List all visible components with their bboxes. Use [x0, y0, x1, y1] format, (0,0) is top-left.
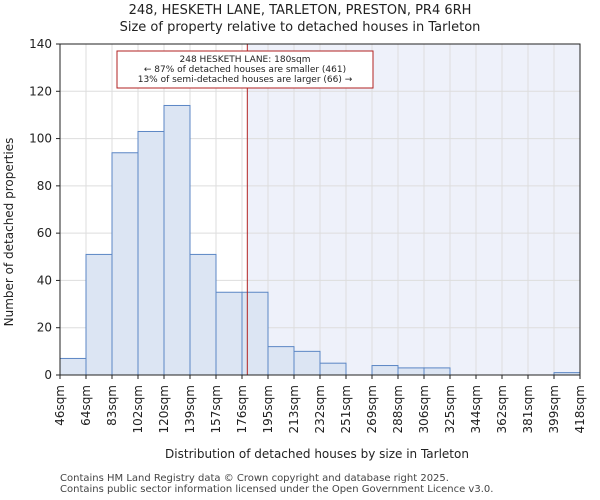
x-tick-label: 306sqm — [417, 385, 431, 433]
x-tick-label: 213sqm — [287, 385, 301, 433]
x-tick-label: 344sqm — [469, 385, 483, 433]
y-tick-label: 40 — [37, 273, 52, 287]
bar-64sqm — [85, 253, 113, 376]
annotation-line1: 248 HESKETH LANE: 180sqm — [180, 55, 311, 65]
y-tick-label: 120 — [29, 84, 52, 98]
x-tick-label: 269sqm — [365, 385, 379, 433]
bar-139sqm — [189, 253, 217, 376]
chart-subtitle: Size of property relative to detached ho… — [120, 20, 481, 35]
bar-157sqm — [215, 291, 243, 376]
footer-line1: Contains HM Land Registry data © Crown c… — [60, 473, 449, 484]
x-tick-label: 195sqm — [261, 385, 275, 433]
annotation-line2: ← 87% of detached houses are smaller (46… — [144, 65, 346, 75]
x-tick-label: 64sqm — [79, 385, 93, 426]
x-tick-label: 399sqm — [547, 385, 561, 433]
x-tick-label: 418sqm — [573, 385, 587, 433]
y-tick-labels: 0 20 40 60 80 100 120 140 — [29, 37, 60, 382]
y-tick-label: 80 — [37, 179, 52, 193]
bars — [59, 104, 581, 376]
y-tick-label: 0 — [44, 368, 52, 382]
bar-269sqm — [371, 365, 399, 376]
bar-195sqm — [267, 346, 295, 376]
y-axis-label: Number of detached properties — [2, 138, 16, 327]
bar-306sqm — [423, 367, 451, 376]
x-tick-label: 83sqm — [105, 385, 119, 426]
x-tick-label: 102sqm — [131, 385, 145, 433]
bar-83sqm — [111, 152, 139, 376]
x-axis-label: Distribution of detached houses by size … — [165, 447, 469, 461]
chart: 0 20 40 60 80 100 120 140 46sqm 64sqm 83sqm 102sqm… — [2, 3, 587, 461]
x-tick-label: 362sqm — [495, 385, 509, 433]
y-tick-label: 100 — [29, 132, 52, 146]
y-tick-label: 20 — [37, 321, 52, 335]
x-tick-label: 325sqm — [443, 385, 457, 433]
x-tick-label: 288sqm — [391, 385, 405, 433]
x-tick-label: 139sqm — [183, 385, 197, 433]
x-tick-label: 251sqm — [339, 385, 353, 433]
x-tick-labels: 46sqm 64sqm 83sqm 102sqm 120sqm 139sqm 157sqm 1… — [53, 375, 587, 433]
x-tick-label: 381sqm — [521, 385, 535, 433]
y-tick-label: 140 — [29, 37, 52, 51]
bar-288sqm — [397, 367, 425, 376]
chart-title: 248, HESKETH LANE, TARLETON, PRESTON, PR… — [129, 3, 472, 18]
x-tick-label: 176sqm — [235, 385, 249, 433]
bar-102sqm — [137, 130, 165, 376]
y-tick-label: 60 — [37, 226, 52, 240]
footer-line2: Contains public sector information licen… — [60, 484, 494, 495]
x-tick-label: 232sqm — [313, 385, 327, 433]
bar-120sqm — [163, 104, 191, 376]
bar-213sqm — [293, 350, 321, 376]
x-tick-label: 120sqm — [157, 385, 171, 433]
x-tick-label: 46sqm — [53, 385, 67, 426]
annotation-line3: 13% of semi-detached houses are larger (… — [138, 75, 353, 85]
bar-232sqm — [319, 362, 347, 376]
bar-46sqm — [59, 357, 87, 376]
highlight-region — [247, 44, 580, 375]
annotation-box: 248 HESKETH LANE: 180sqm ← 87% of detach… — [116, 50, 374, 89]
x-tick-label: 157sqm — [209, 385, 223, 433]
bar-176sqm — [241, 291, 269, 376]
